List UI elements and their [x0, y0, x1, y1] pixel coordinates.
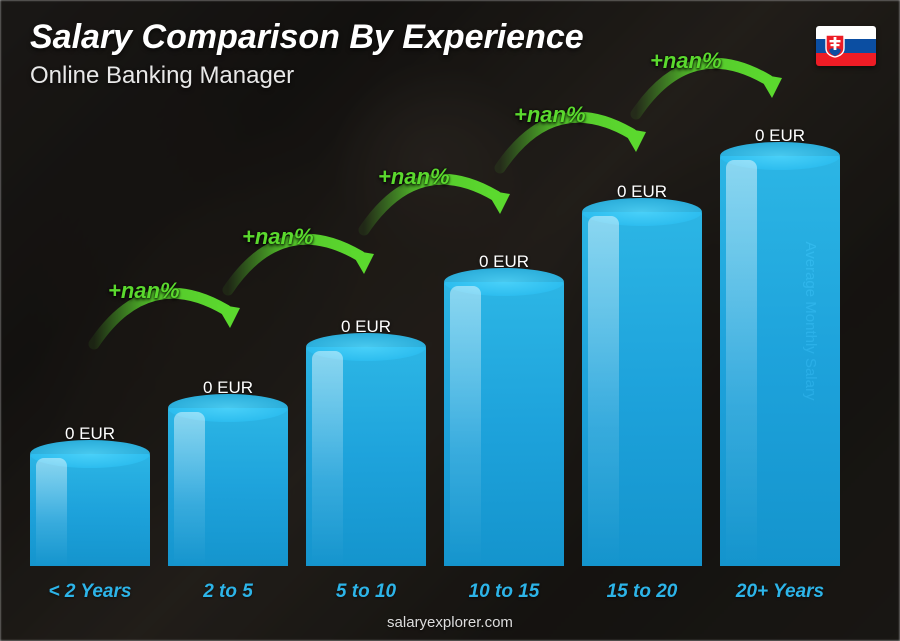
- x-axis-label: < 2 Years: [30, 581, 150, 603]
- bar-chart: 0 EUR0 EUR0 EUR0 EUR0 EUR0 EUR: [30, 100, 840, 566]
- chart-subtitle: Online Banking Manager: [30, 62, 294, 90]
- chart-container: Salary Comparison By Experience Online B…: [0, 0, 900, 641]
- x-axis-labels: < 2 Years 2 to 5 5 to 10 10 to 15 15 to 20 20…: [30, 581, 840, 603]
- pct-change-label: +nan%: [650, 48, 722, 74]
- x-axis-label: 10 to 15: [444, 581, 564, 603]
- bar-group: 0 EUR: [168, 100, 288, 566]
- country-flag-icon: [816, 26, 876, 66]
- bar: [444, 282, 564, 566]
- bar: [720, 156, 840, 566]
- x-axis-label: 2 to 5: [168, 581, 288, 603]
- bar-group: 0 EUR: [444, 100, 564, 566]
- bar: [168, 408, 288, 566]
- bars-row: 0 EUR0 EUR0 EUR0 EUR0 EUR0 EUR: [30, 100, 840, 566]
- bar-group: 0 EUR: [306, 100, 426, 566]
- bar: [582, 212, 702, 566]
- chart-title: Salary Comparison By Experience: [30, 18, 584, 57]
- bar-group: 0 EUR: [720, 100, 840, 566]
- x-axis-label: 20+ Years: [720, 581, 840, 603]
- bar-group: 0 EUR: [582, 100, 702, 566]
- bar-group: 0 EUR: [30, 100, 150, 566]
- attribution-text: salaryexplorer.com: [0, 614, 900, 631]
- bar: [30, 454, 150, 566]
- bar: [306, 347, 426, 566]
- flag-crest-icon: [825, 34, 845, 58]
- x-axis-label: 5 to 10: [306, 581, 426, 603]
- x-axis-label: 15 to 20: [582, 581, 702, 603]
